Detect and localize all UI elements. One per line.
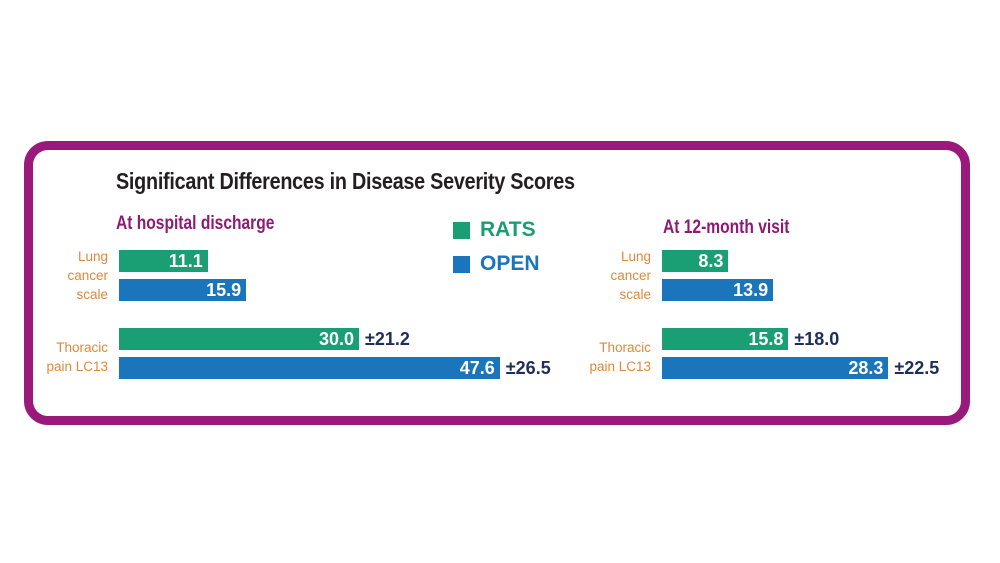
bar-rats (119, 328, 359, 350)
bar-open (119, 357, 500, 379)
bar-open (662, 279, 774, 301)
legend-label-open: OPEN (480, 252, 540, 275)
category-label: Lung cancer scale (610, 249, 651, 302)
bar-open (662, 357, 889, 379)
bar-open (119, 279, 247, 301)
panel-label: At 12-month visit (663, 217, 790, 238)
category-label: Lung cancer scale (67, 249, 108, 302)
bar-value-label: 15.8 (748, 329, 784, 349)
category-label: Thoracic pain LC13 (46, 340, 108, 374)
sd-label: ±18.0 (794, 329, 840, 349)
bar-rats (662, 250, 729, 272)
legend-swatch-rats (453, 222, 470, 239)
bar-value-label: 28.3 (848, 358, 884, 378)
bar-value-label: 15.9 (206, 280, 242, 300)
bar-value-label: 30.0 (318, 329, 354, 349)
bar-rats (662, 328, 789, 350)
category-label: Thoracic pain LC13 (589, 340, 651, 374)
legend-swatch-open (453, 256, 470, 273)
panel-label: At hospital discharge (116, 213, 275, 234)
bar-value-label: 47.6 (459, 358, 495, 378)
sd-label: ±21.2 (365, 329, 410, 349)
sd-label: ±26.5 (505, 358, 551, 378)
chart-title: Significant Differences in Disease Sever… (116, 168, 575, 194)
bar-rats (119, 250, 208, 272)
sd-label: ±22.5 (894, 358, 940, 378)
bar-value-label: 11.1 (168, 251, 203, 271)
bar-value-label: 13.9 (733, 280, 769, 300)
legend-label-rats: RATS (480, 218, 536, 241)
bar-value-label: 8.3 (698, 251, 724, 271)
